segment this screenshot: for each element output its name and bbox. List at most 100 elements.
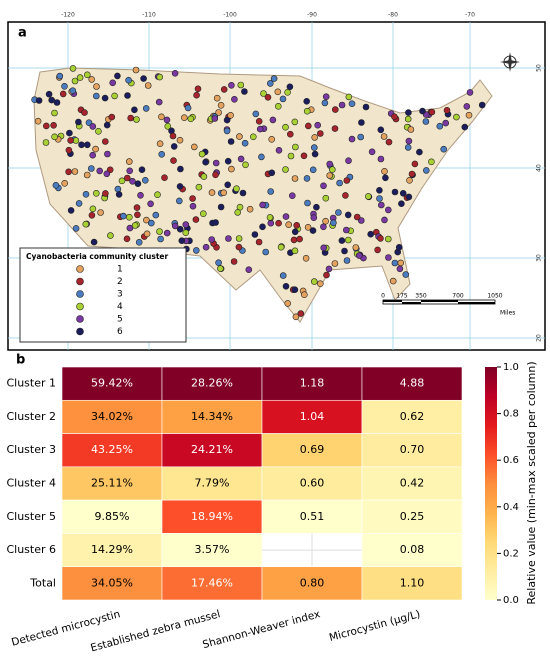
site-dot (215, 109, 222, 116)
site-dot (311, 150, 319, 158)
site-dot (102, 190, 109, 197)
heat-cell (161, 433, 263, 468)
site-dot (284, 300, 292, 307)
site-dot (404, 115, 412, 123)
site-dot (231, 96, 238, 103)
site-dot (142, 177, 149, 184)
site-dot (290, 236, 298, 244)
heat-cell (61, 466, 163, 501)
site-dot (45, 90, 53, 98)
site-dot (48, 96, 56, 104)
heat-cell (161, 499, 263, 534)
site-dot (405, 109, 412, 116)
site-dot (303, 98, 311, 105)
scale-bar (382, 299, 496, 305)
site-dot (342, 192, 349, 199)
site-dot (176, 136, 184, 144)
site-dot (331, 260, 339, 267)
site-dot (264, 94, 272, 101)
panel-label: b (16, 353, 25, 368)
site-dot (143, 216, 150, 224)
site-dot (385, 254, 392, 261)
heat-cell (61, 533, 163, 568)
lon-label: -100 (223, 12, 237, 19)
site-dot (161, 174, 168, 181)
site-dot (93, 92, 100, 100)
cell-label: 59.42% (91, 377, 133, 390)
site-dot (314, 121, 322, 129)
site-dot (234, 209, 241, 216)
site-dot (274, 88, 282, 96)
site-dot (395, 244, 403, 251)
site-dot (364, 193, 372, 200)
site-dot (88, 212, 96, 219)
site-dot (224, 157, 232, 165)
site-dot (131, 106, 138, 114)
site-dot (404, 144, 412, 151)
site-dot (246, 205, 254, 213)
site-dot (176, 225, 184, 233)
scale-label: 175 (396, 293, 408, 300)
row-label: Cluster 5 (6, 510, 56, 523)
site-dot (293, 222, 301, 229)
site-dot (236, 133, 243, 140)
colorbar-tick-label: 1.0 (503, 362, 519, 373)
site-dot (195, 183, 203, 191)
site-dot (202, 243, 210, 251)
site-dot (428, 108, 436, 116)
site-dot (125, 76, 132, 84)
site-dot (82, 191, 90, 198)
site-dot (235, 243, 243, 251)
site-dot (463, 103, 471, 110)
site-dot (127, 114, 134, 122)
row-label: Cluster 2 (6, 410, 56, 423)
site-dot (78, 141, 85, 149)
heat-cell (61, 499, 163, 534)
cell-label: 1.04 (300, 410, 325, 423)
scale-label: 1050 (487, 293, 502, 300)
site-dot (163, 229, 171, 237)
site-dot (194, 85, 202, 93)
site-dot (348, 135, 356, 143)
site-dot (157, 235, 164, 243)
site-dot (343, 257, 351, 264)
site-dot (310, 214, 318, 221)
site-dot (377, 126, 385, 134)
site-dot (422, 167, 430, 174)
cell-label: 1.18 (300, 377, 325, 390)
site-dot (120, 212, 127, 220)
colorbar-tick-label: 0.2 (503, 548, 519, 559)
site-dot (285, 221, 293, 228)
site-dot (193, 91, 200, 99)
site-dot (341, 247, 348, 255)
site-dot (176, 183, 184, 190)
site-dot (416, 148, 423, 156)
site-dot (228, 82, 235, 89)
site-dot (213, 94, 221, 102)
site-dot (147, 200, 154, 208)
site-dot (453, 113, 460, 121)
site-dot (357, 133, 365, 141)
site-dot (137, 192, 144, 199)
cell-label: 1.10 (400, 576, 425, 589)
site-dot (282, 166, 289, 173)
site-dot (267, 188, 275, 195)
row-label: Cluster 3 (6, 443, 56, 456)
site-dot (291, 247, 299, 255)
cell-label: 0.25 (400, 510, 425, 523)
site-dot (292, 143, 299, 151)
site-dot (269, 116, 277, 124)
cell-label: 17.46% (191, 576, 233, 589)
site-dot (268, 169, 276, 177)
legend-swatch (76, 265, 84, 273)
site-dot (189, 195, 196, 202)
lon-label: -110 (142, 12, 156, 19)
site-dot (304, 199, 311, 207)
legend-swatch (76, 302, 84, 311)
site-dot (200, 210, 207, 217)
site-dot (304, 224, 312, 231)
cell-label: 18.94% (191, 510, 233, 523)
site-dot (96, 167, 103, 175)
scale-unit: Miles (500, 310, 515, 317)
site-dot (111, 92, 118, 100)
